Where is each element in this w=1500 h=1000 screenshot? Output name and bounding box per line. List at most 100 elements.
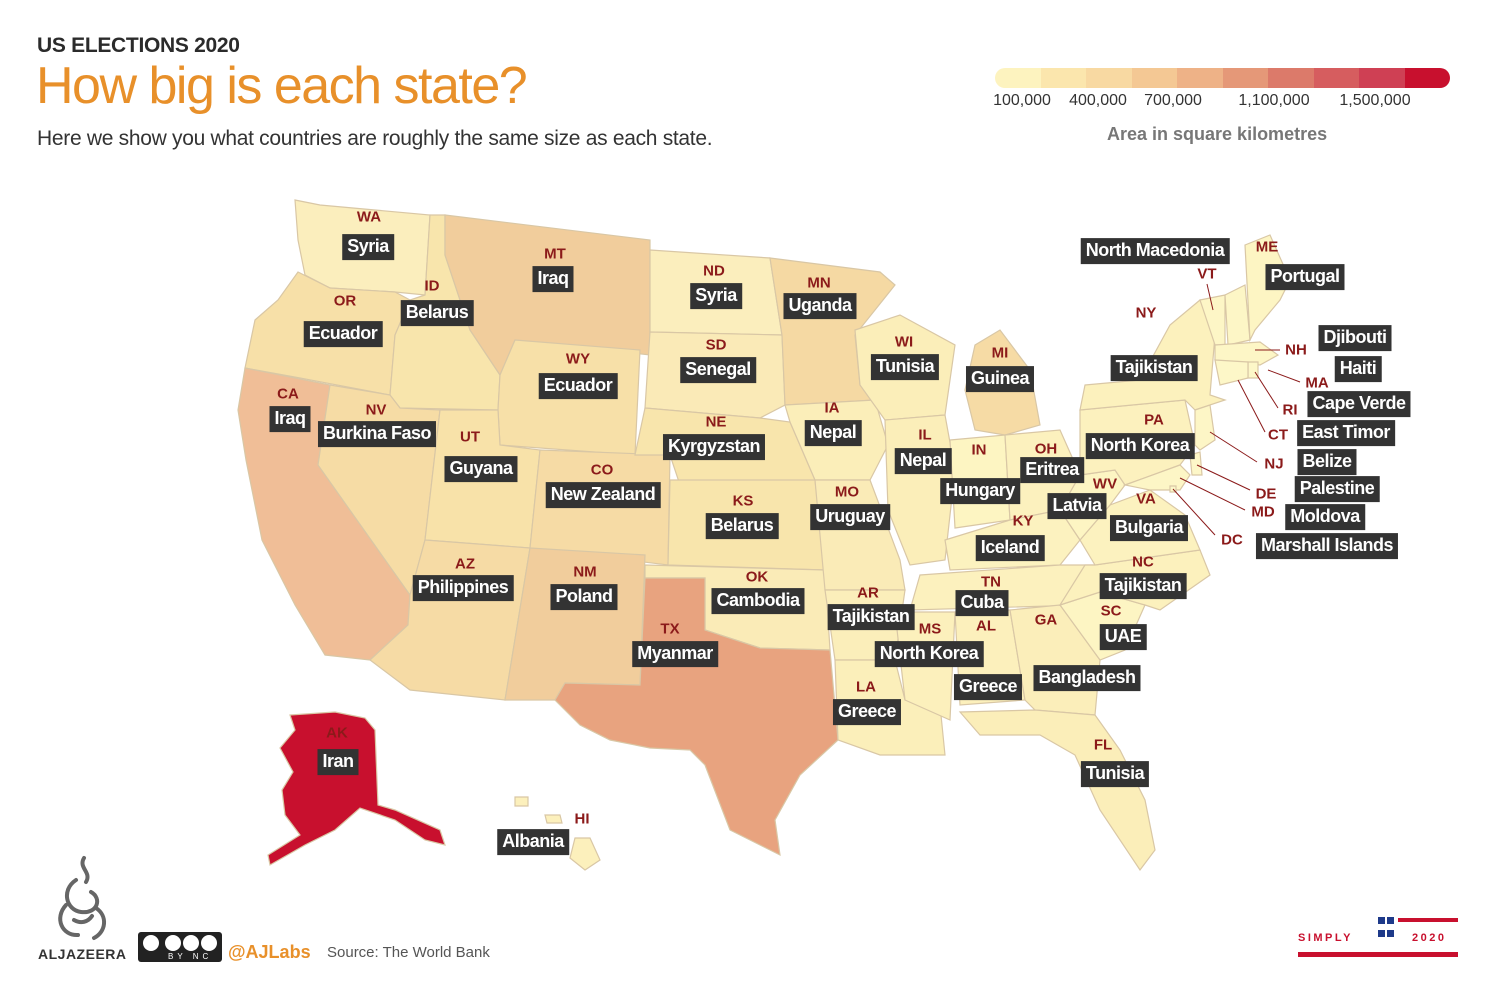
- state-shape-tx[interactable]: [554, 577, 839, 857]
- state-abbr-ri: RI: [1282, 401, 1298, 419]
- state-abbr-ut: UT: [460, 428, 480, 446]
- cc-icon: [143, 935, 217, 951]
- legend-tick: 1,100,000: [1238, 92, 1310, 109]
- country-label-ak: Iran: [317, 749, 359, 775]
- state-abbr-de: DE: [1255, 485, 1277, 503]
- state-abbr-nc: NC: [1132, 553, 1154, 571]
- country-label-wy: Ecuador: [538, 373, 618, 399]
- country-label-fl: Tunisia: [1080, 761, 1150, 787]
- country-label-co: New Zealand: [545, 482, 661, 508]
- state-shape-ma[interactable]: [1214, 341, 1280, 366]
- country-label-me: Portugal: [1265, 264, 1345, 290]
- state-shape-ri[interactable]: [1247, 361, 1259, 379]
- state-abbr-nv: NV: [365, 401, 387, 419]
- country-label-vt: North Macedonia: [1080, 238, 1230, 264]
- state-shape-dc[interactable]: [1169, 485, 1177, 493]
- state-abbr-ok: OK: [745, 568, 769, 586]
- state-abbr-mn: MN: [807, 274, 831, 292]
- country-label-in: Hungary: [940, 478, 1020, 504]
- state-abbr-ia: IA: [824, 399, 840, 417]
- country-label-ut: Guyana: [444, 456, 518, 482]
- flag-icon: [1298, 917, 1458, 957]
- state-abbr-la: LA: [856, 678, 876, 696]
- state-shape-ny[interactable]: [1079, 299, 1227, 411]
- legend-swatch: [1313, 68, 1359, 88]
- country-label-oh: Eritrea: [1020, 457, 1084, 483]
- country-label-de: Palestine: [1294, 476, 1380, 502]
- state-shape-hi[interactable]: [569, 837, 601, 871]
- state-abbr-wi: WI: [894, 333, 914, 351]
- country-label-ks: Belarus: [705, 513, 779, 539]
- state-abbr-mi: MI: [991, 344, 1009, 362]
- country-label-nm: Poland: [550, 584, 618, 610]
- country-label-nv: Burkina Faso: [317, 421, 437, 447]
- country-label-mo: Uruguay: [810, 504, 890, 530]
- legend-tick: 1,500,000: [1339, 92, 1411, 109]
- kicker: US ELECTIONS 2020: [37, 34, 240, 57]
- state-shape-hi-islet[interactable]: [544, 814, 563, 824]
- country-label-ky: Iceland: [975, 535, 1045, 561]
- country-label-wi: Tunisia: [870, 354, 940, 380]
- state-abbr-sd: SD: [705, 336, 727, 354]
- state-abbr-dc: DC: [1221, 531, 1243, 549]
- country-label-ca: Iraq: [269, 406, 311, 432]
- state-abbr-nh: NH: [1285, 341, 1307, 359]
- legend-ticks: 100,000 400,000 700,000 1,100,000 1,500,…: [993, 92, 1450, 116]
- country-label-mn: Uganda: [783, 293, 857, 319]
- legend-title: Area in square kilometres: [1107, 124, 1328, 144]
- legend-swatch: [1177, 68, 1223, 88]
- campaign-year: 2020: [1412, 932, 1447, 944]
- country-label-ga: Bangladesh: [1033, 665, 1141, 691]
- state-abbr-il: IL: [918, 426, 932, 444]
- state-abbr-ne: NE: [705, 413, 727, 431]
- country-label-ok: Cambodia: [711, 588, 805, 614]
- country-label-al: Greece: [953, 674, 1023, 700]
- legend-swatch: [995, 68, 1041, 88]
- source-note: Source: The World Bank: [327, 944, 490, 961]
- country-label-ne: Kyrgyzstan: [662, 434, 766, 460]
- country-label-nh: Djibouti: [1318, 325, 1392, 351]
- state-abbr-va: VA: [1136, 490, 1156, 508]
- country-label-ia: Nepal: [804, 420, 862, 446]
- state-abbr-ga: GA: [1034, 611, 1058, 629]
- country-label-dc: Marshall Islands: [1255, 533, 1399, 559]
- country-label-md: Moldova: [1285, 504, 1365, 530]
- legend-tick: 700,000: [1144, 92, 1202, 109]
- state-abbr-nm: NM: [573, 563, 597, 581]
- state-shape-ct[interactable]: [1214, 359, 1249, 386]
- legend-swatch: [1268, 68, 1314, 88]
- state-abbr-az: AZ: [455, 555, 475, 573]
- color-legend: 100,000 400,000 700,000 1,100,000 1,500,…: [993, 68, 1450, 144]
- legend-color-ramp: [995, 68, 1450, 88]
- country-label-ar: Tajikistan: [827, 604, 915, 630]
- country-label-mi: Guinea: [965, 366, 1035, 392]
- country-label-sc: UAE: [1099, 624, 1147, 650]
- license-text: BY NC SA: [168, 952, 213, 970]
- state-shape-nh[interactable]: [1224, 284, 1251, 346]
- country-label-az: Philippines: [412, 575, 514, 601]
- state-abbr-ca: CA: [277, 385, 299, 403]
- state-abbr-ny: NY: [1135, 304, 1157, 322]
- state-abbr-pa: PA: [1144, 411, 1164, 429]
- simply-2020-logo: SIMPLY 2020: [1298, 916, 1458, 962]
- state-shape-ak[interactable]: [267, 711, 446, 866]
- legend-swatch: [1086, 68, 1132, 88]
- state-shape-fl[interactable]: [958, 709, 1156, 872]
- brand-name: ALJAZEERA: [38, 946, 127, 962]
- state-abbr-vt: VT: [1197, 265, 1217, 283]
- legend-swatch: [1131, 68, 1177, 88]
- state-abbr-tn: TN: [981, 573, 1001, 591]
- state-shape-hi-islet[interactable]: [514, 796, 529, 807]
- state-abbr-id: ID: [424, 277, 440, 295]
- state-abbr-fl: FL: [1093, 736, 1113, 754]
- country-label-nc: Tajikistan: [1099, 573, 1187, 599]
- state-abbr-wa: WA: [356, 208, 382, 226]
- state-abbr-ma: MA: [1305, 374, 1329, 392]
- state-shape-nj[interactable]: [1194, 404, 1216, 451]
- state-abbr-sc: SC: [1100, 602, 1122, 620]
- country-label-ny: Tajikistan: [1110, 355, 1198, 381]
- state-abbr-wy: WY: [565, 350, 591, 368]
- legend-swatch: [1404, 68, 1450, 88]
- license-badge: BY NC SA: [138, 932, 222, 970]
- twitter-handle[interactable]: @AJLabs: [228, 942, 311, 962]
